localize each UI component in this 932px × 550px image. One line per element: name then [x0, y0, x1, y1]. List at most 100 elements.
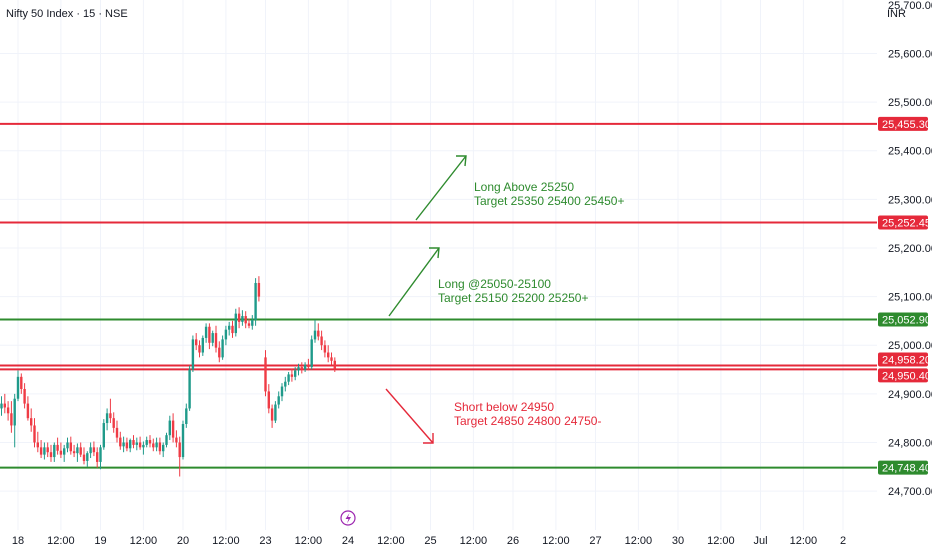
- candle-body: [3, 403, 6, 408]
- candle-body: [313, 330, 317, 340]
- candle-body: [254, 282, 257, 320]
- candle-body: [53, 444, 56, 458]
- candle-body: [287, 374, 290, 382]
- candle-body: [82, 454, 86, 461]
- candle-body: [320, 336, 323, 346]
- candle-body: [119, 437, 122, 447]
- time-tick-label: 12:00: [295, 535, 323, 547]
- candle-body: [204, 326, 208, 338]
- time-tick-label: 25: [424, 535, 436, 547]
- time-tick-label: 12:00: [790, 535, 818, 547]
- candle-body: [234, 313, 237, 334]
- time-axis: 18 12:00 19 12:00 20 12:00 23 12:00 24 12:00 25 12:…: [12, 535, 846, 547]
- arrow-long-above-head: [456, 155, 467, 167]
- candle-body: [20, 376, 23, 389]
- price-tag: [878, 312, 928, 327]
- candle-body: [39, 447, 43, 455]
- candle-body: [323, 345, 327, 353]
- candle-body: [59, 450, 63, 455]
- candle-body: [89, 447, 92, 454]
- event-icon[interactable]: [340, 510, 356, 526]
- price-tick-label: 25,200.00: [888, 243, 932, 255]
- time-tick-label: 12:00: [625, 535, 653, 547]
- price-tag-label: 24,748.40: [882, 463, 931, 475]
- arrow-short: [385, 388, 434, 444]
- candle-body: [274, 404, 277, 421]
- price-tag-label: 24,950.40: [882, 370, 931, 382]
- candle-body: [96, 452, 99, 462]
- symbol-title: Nifty 50 Index · 15 · NSE: [6, 8, 128, 20]
- candle-body: [43, 447, 46, 455]
- annotation-line: Target 25350 25400 25450+: [474, 194, 625, 208]
- time-tick-label: 12:00: [707, 535, 735, 547]
- candle-body: [13, 398, 16, 426]
- price-tag: [878, 215, 928, 230]
- candle-body: [145, 440, 148, 445]
- candle-body: [201, 337, 204, 353]
- annotation-line: Target 25150 25200 25250+: [438, 291, 589, 305]
- candle-body: [56, 444, 59, 451]
- candle-body: [171, 420, 175, 438]
- time-tick-label: 20: [177, 535, 189, 547]
- time-tick-label: 12:00: [377, 535, 405, 547]
- candle-body: [284, 381, 287, 387]
- price-axis: 24,700.00 24,800.00 24,900.00 25,000.00 25,1…: [888, 0, 932, 498]
- price-levels: [0, 122, 877, 469]
- candle-body: [66, 442, 69, 449]
- time-tick-label: 12:00: [542, 535, 570, 547]
- price-tag: [878, 352, 928, 367]
- time-tick-label: Jul: [753, 535, 767, 547]
- time-tick-label: 23: [259, 535, 271, 547]
- candle-body: [152, 443, 155, 448]
- candle-body: [307, 364, 310, 368]
- candle-body: [181, 424, 185, 458]
- candle-body: [297, 367, 300, 371]
- price-tick-label: 25,100.00: [888, 292, 932, 304]
- candle-body: [122, 442, 125, 447]
- candle-body: [277, 396, 280, 405]
- candle-body: [132, 440, 135, 445]
- candle-body: [138, 442, 142, 448]
- time-tick-label: 12:00: [212, 535, 240, 547]
- candle-body: [290, 374, 294, 377]
- candle-body: [327, 352, 330, 358]
- time-tick-label: 2: [840, 535, 846, 547]
- candle-body: [10, 413, 13, 426]
- candle-body: [168, 420, 171, 436]
- candle-body: [178, 442, 181, 458]
- candle-body: [36, 442, 39, 448]
- candle-body: [244, 316, 247, 324]
- candle-body: [198, 345, 201, 353]
- chart-grid: [0, 0, 877, 530]
- candle-body: [188, 369, 191, 409]
- candle-body: [109, 413, 112, 419]
- price-tag: [878, 116, 928, 131]
- annotation-line: Long @25050-25100: [438, 277, 551, 291]
- time-tick-label: 30: [672, 535, 684, 547]
- time-tick-label: 18: [12, 535, 24, 547]
- candle-body: [237, 313, 241, 322]
- candle-body: [175, 437, 178, 443]
- annotation-line: Short below 24950: [454, 400, 555, 414]
- candle-body: [129, 440, 132, 449]
- time-tick-label: 26: [507, 535, 519, 547]
- price-tick-label: 25,400.00: [888, 146, 932, 158]
- candlesticks: [0, 276, 336, 477]
- candle-body: [264, 357, 267, 392]
- candle-body: [224, 329, 228, 340]
- candle-body: [46, 447, 49, 453]
- candle-body: [257, 282, 261, 297]
- candle-body: [26, 403, 30, 419]
- time-tick-label: 27: [589, 535, 601, 547]
- candle-body: [267, 391, 270, 409]
- candle-body: [148, 440, 152, 444]
- candle-body: [30, 418, 33, 426]
- candle-body: [33, 425, 36, 443]
- candle-body: [300, 367, 303, 370]
- price-tick-label: 24,900.00: [888, 389, 932, 401]
- candle-body: [218, 347, 221, 358]
- candle-body: [195, 339, 198, 346]
- candle-body: [270, 408, 274, 421]
- candle-body: [303, 364, 307, 370]
